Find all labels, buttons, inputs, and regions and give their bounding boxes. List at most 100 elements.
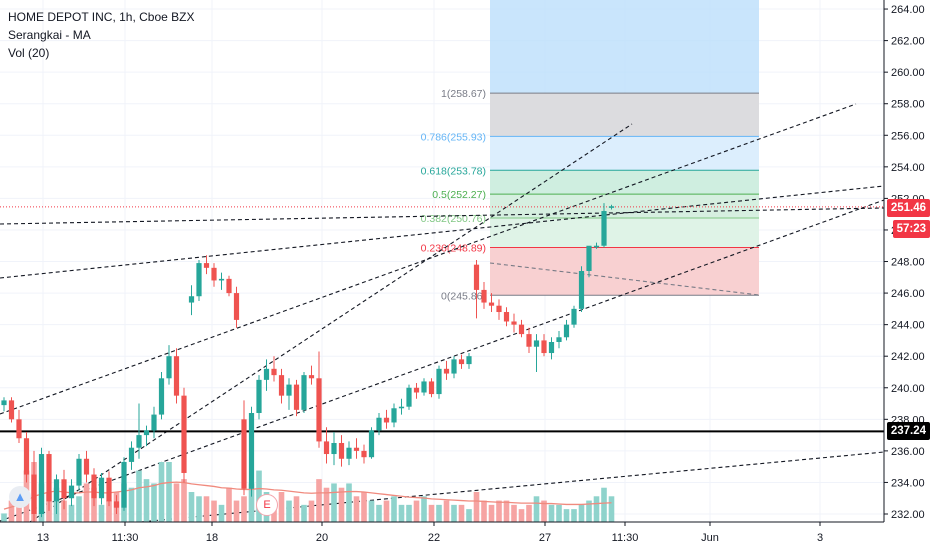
volume-bar (511, 504, 517, 522)
time-tick-label: Jun (701, 532, 719, 544)
volume-bar (106, 500, 112, 522)
volume-bar (488, 504, 495, 522)
volume-bar (143, 479, 150, 522)
price-tick-label: 258.00 (891, 99, 925, 111)
volume-bar (173, 483, 180, 522)
volume-bar (211, 500, 217, 522)
candle-body (151, 414, 157, 431)
candle-body (278, 375, 285, 396)
candle-body (548, 341, 555, 354)
candle-body (113, 501, 120, 508)
horizontal-level-badge: 237.24 (886, 422, 930, 440)
price-tick-label: 256.00 (891, 130, 925, 142)
candle-body (83, 458, 90, 475)
volume-bar (593, 496, 600, 522)
volume-bar (556, 504, 562, 522)
earnings-icon[interactable]: E (256, 494, 278, 516)
candle-body (466, 356, 472, 365)
candle-body (323, 441, 330, 455)
volume-bar (1, 513, 7, 522)
candle-body (578, 270, 585, 309)
candle-body (346, 447, 352, 459)
fib-level-label: 0.786(255.93) (421, 131, 486, 143)
candle-body (398, 406, 405, 409)
volume-bar (601, 487, 607, 522)
volume-bar (421, 496, 427, 522)
volume-bar (128, 487, 135, 522)
volume-bar (413, 500, 420, 522)
candle-body (293, 384, 300, 410)
price-tick-label: 262.00 (891, 36, 925, 48)
volume-bar (346, 483, 352, 522)
volume-bar (166, 462, 172, 522)
candle-body (443, 368, 450, 374)
candle-body (76, 458, 82, 486)
candle-body (98, 477, 105, 499)
candle-body (503, 312, 510, 322)
candle-body (526, 334, 532, 347)
candle-body (38, 454, 45, 514)
time-tick-label: 27 (539, 532, 551, 544)
volume-bar (301, 504, 307, 522)
candle-body (8, 400, 15, 420)
volume-bar (466, 509, 472, 522)
volume-bar (151, 483, 157, 522)
candle-body (368, 430, 375, 458)
candle-body (338, 442, 345, 459)
fib-level-label: 0.5(252.27) (432, 189, 486, 201)
candle-body (53, 479, 60, 502)
volume-bar (188, 492, 195, 522)
candles (1, 203, 615, 522)
candle-body (46, 454, 52, 502)
bar-countdown-badge: 57:23 (892, 220, 930, 238)
time-tick-label: 11:30 (112, 532, 139, 544)
candle-body (376, 417, 382, 431)
candle-body (451, 359, 457, 374)
volume-bar (136, 470, 142, 522)
volume-bar (578, 504, 585, 522)
volume-bar (496, 500, 502, 522)
trend-line (489, 262, 760, 296)
candle-body (586, 245, 592, 271)
volume-bar (8, 500, 15, 522)
candle-body (91, 474, 97, 499)
volume-bar (181, 479, 187, 522)
candle-body (121, 461, 127, 508)
volume-bar (526, 504, 532, 522)
volume-bar (241, 496, 247, 522)
volume-bar (503, 500, 510, 522)
chart-legend: HOME DEPOT INC, 1h, Cboe BZX Serangkai -… (8, 8, 195, 62)
volume-bar (278, 492, 285, 522)
volume-bar (83, 483, 90, 522)
indicator-ma-label[interactable]: Serangkai - MA (8, 28, 91, 42)
fib-level-label: 0.236(248.89) (421, 242, 486, 254)
candle-body (571, 308, 577, 325)
time-tick-label: 13 (37, 532, 49, 544)
candle-body (106, 477, 112, 502)
volume-bar (76, 496, 82, 522)
price-tick-label: 260.00 (891, 67, 925, 79)
volume-bar (203, 496, 210, 522)
candle-body (428, 381, 435, 395)
dividend-icon[interactable]: ▲ (9, 486, 31, 508)
candle-body (68, 485, 75, 499)
trend-line (0, 207, 885, 225)
volume-bar (61, 500, 67, 522)
symbol-title[interactable]: HOME DEPOT INC, 1h, Cboe BZX (8, 10, 195, 24)
candle-body (593, 245, 600, 248)
indicator-volume-label[interactable]: Vol (20) (8, 46, 50, 60)
volume-bar (98, 504, 105, 522)
price-tick-label: 254.00 (891, 162, 925, 174)
volume-bar (548, 504, 555, 522)
candle-body (263, 368, 270, 380)
candle-body (128, 447, 135, 462)
volume-bar (481, 500, 487, 522)
candle-body (421, 381, 427, 393)
volume-bar (368, 500, 375, 522)
candle-body (361, 450, 367, 458)
fib-zone (490, 136, 759, 171)
candle-body (608, 206, 615, 208)
candle-body (301, 375, 307, 410)
